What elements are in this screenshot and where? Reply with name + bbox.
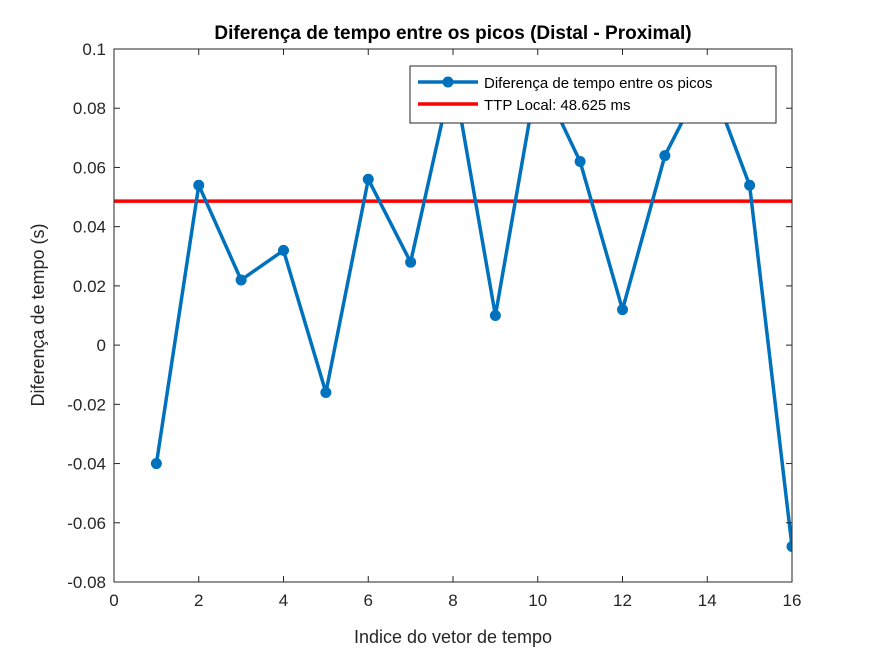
plot-area xyxy=(114,49,792,582)
y-tick-label: 0 xyxy=(97,336,106,355)
y-tick-label: 0.08 xyxy=(73,99,106,118)
y-tick-label: -0.04 xyxy=(67,455,106,474)
x-tick-label: 6 xyxy=(364,591,373,610)
x-tick-label: 0 xyxy=(109,591,118,610)
y-tick-label: 0.02 xyxy=(73,277,106,296)
x-tick-label: 14 xyxy=(698,591,717,610)
x-tick-label: 2 xyxy=(194,591,203,610)
data-point xyxy=(320,386,332,398)
data-point xyxy=(744,179,756,191)
y-tick-label: 0.06 xyxy=(73,158,106,177)
legend-label-series: Diferença de tempo entre os picos xyxy=(484,75,712,92)
data-layer xyxy=(114,67,792,552)
legend: Diferença de tempo entre os picos TTP Lo… xyxy=(409,65,777,124)
tick-layer: 0 2 4 6 8 10 12 14 16 -0.08 -0.06 -0.04 -0.02 0 0.02 0.… xyxy=(67,40,801,610)
data-point xyxy=(362,173,374,185)
data-point xyxy=(405,256,417,268)
legend-box xyxy=(409,65,777,124)
data-point xyxy=(617,304,628,316)
data-point xyxy=(574,156,586,168)
data-point xyxy=(235,274,247,286)
data-point xyxy=(193,179,205,191)
y-tick-label: -0.02 xyxy=(67,395,106,414)
x-tick-label: 10 xyxy=(528,591,547,610)
x-tick-label: 4 xyxy=(279,591,288,610)
legend-label-ttp: TTP Local: 48.625 ms xyxy=(484,97,630,114)
data-point xyxy=(786,540,792,552)
x-tick-label: 12 xyxy=(613,591,632,610)
data-point xyxy=(150,458,162,470)
x-tick-label: 16 xyxy=(783,591,802,610)
data-point xyxy=(489,310,501,321)
y-tick-label: 0.04 xyxy=(73,218,106,237)
chart-title: Diferença de tempo entre os picos (Dista… xyxy=(214,23,691,44)
data-point xyxy=(278,244,289,256)
legend-marker-series xyxy=(442,76,454,88)
data-point xyxy=(659,150,671,162)
y-tick-label: -0.08 xyxy=(67,573,106,592)
y-tick-label: 0.1 xyxy=(82,40,106,59)
y-tick-label: -0.06 xyxy=(67,514,106,533)
y-axis-label: Diferença de tempo (s) xyxy=(28,223,48,406)
x-tick-label: 8 xyxy=(448,591,457,610)
x-axis-label: Indice do vetor de tempo xyxy=(354,627,552,647)
